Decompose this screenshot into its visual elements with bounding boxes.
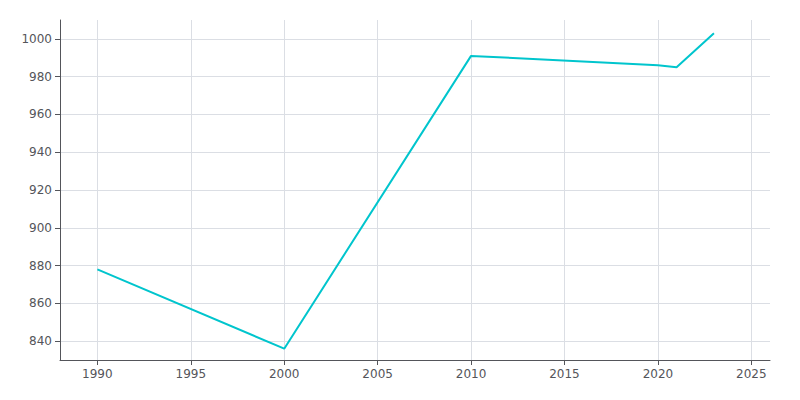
svg-text:2000: 2000 bbox=[269, 367, 300, 381]
svg-text:1000: 1000 bbox=[21, 32, 52, 46]
svg-text:2010: 2010 bbox=[456, 367, 487, 381]
svg-text:2015: 2015 bbox=[549, 367, 580, 381]
svg-text:860: 860 bbox=[29, 296, 52, 310]
svg-text:2005: 2005 bbox=[362, 367, 393, 381]
svg-text:2025: 2025 bbox=[736, 367, 767, 381]
svg-text:920: 920 bbox=[29, 183, 52, 197]
svg-text:840: 840 bbox=[29, 334, 52, 348]
svg-text:1995: 1995 bbox=[176, 367, 207, 381]
svg-text:2020: 2020 bbox=[643, 367, 674, 381]
svg-text:900: 900 bbox=[29, 221, 52, 235]
svg-text:960: 960 bbox=[29, 107, 52, 121]
svg-text:1990: 1990 bbox=[82, 367, 113, 381]
svg-text:940: 940 bbox=[29, 145, 52, 159]
svg-text:980: 980 bbox=[29, 70, 52, 84]
svg-text:880: 880 bbox=[29, 259, 52, 273]
